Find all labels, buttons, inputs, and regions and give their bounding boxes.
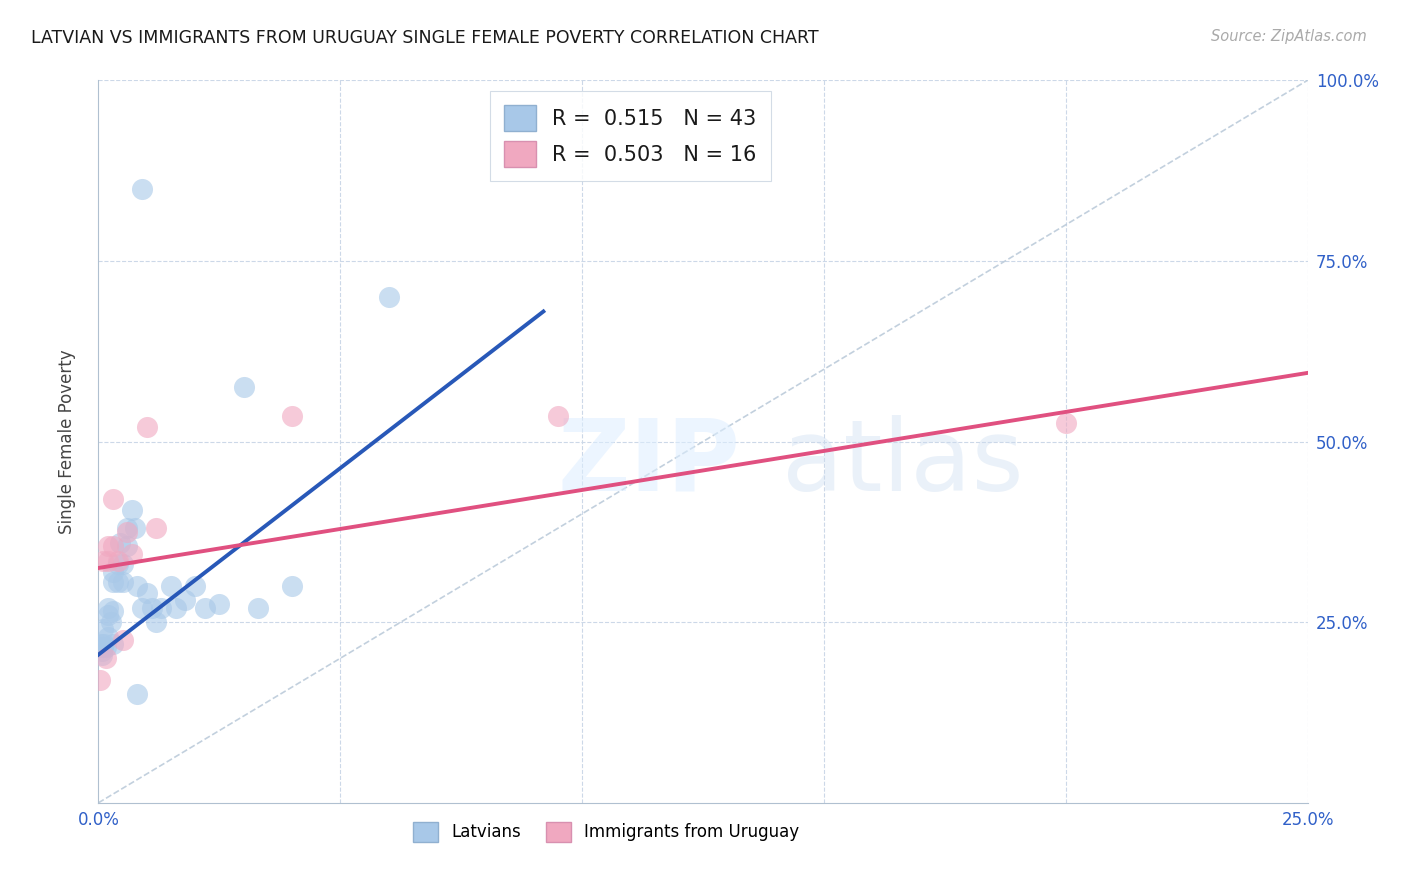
- Point: [97, 607, 120, 622]
- Point: [111, 633, 134, 648]
- Point: [232, 380, 254, 394]
- Point: [101, 565, 124, 579]
- Legend: Latvians, Immigrants from Uruguay: Latvians, Immigrants from Uruguay: [406, 815, 806, 848]
- Point: [145, 615, 167, 630]
- Point: [135, 420, 157, 434]
- Point: [101, 637, 124, 651]
- Point: [101, 604, 124, 618]
- Point: [107, 575, 129, 590]
- Point: [184, 579, 207, 593]
- Point: [281, 409, 304, 424]
- Point: [1054, 417, 1077, 431]
- Point: [107, 554, 129, 568]
- Point: [111, 558, 134, 572]
- Point: [174, 593, 197, 607]
- Point: [94, 651, 117, 665]
- Point: [101, 575, 124, 590]
- Point: [131, 182, 153, 196]
- Point: [97, 630, 120, 644]
- Point: [247, 600, 270, 615]
- Point: [101, 539, 124, 553]
- Text: Source: ZipAtlas.com: Source: ZipAtlas.com: [1211, 29, 1367, 44]
- Y-axis label: Single Female Poverty: Single Female Poverty: [58, 350, 76, 533]
- Point: [111, 575, 134, 590]
- Point: [160, 579, 183, 593]
- Point: [135, 586, 157, 600]
- Text: ZIP: ZIP: [558, 415, 741, 512]
- Point: [90, 644, 112, 658]
- Point: [100, 615, 122, 630]
- Point: [97, 600, 120, 615]
- Point: [127, 579, 149, 593]
- Point: [377, 290, 399, 304]
- Point: [208, 597, 231, 611]
- Point: [91, 623, 114, 637]
- Point: [141, 600, 163, 615]
- Point: [107, 558, 129, 572]
- Point: [91, 648, 114, 662]
- Point: [91, 640, 114, 655]
- Point: [90, 637, 112, 651]
- Point: [281, 579, 304, 593]
- Point: [91, 554, 114, 568]
- Point: [117, 524, 139, 539]
- Point: [108, 535, 131, 549]
- Point: [547, 409, 569, 424]
- Point: [97, 554, 120, 568]
- Point: [194, 600, 217, 615]
- Point: [127, 687, 149, 701]
- Point: [94, 640, 117, 655]
- Text: atlas: atlas: [782, 415, 1024, 512]
- Point: [150, 600, 173, 615]
- Point: [145, 521, 167, 535]
- Point: [97, 539, 120, 553]
- Point: [89, 673, 111, 687]
- Point: [121, 547, 143, 561]
- Point: [131, 600, 153, 615]
- Point: [101, 492, 124, 507]
- Point: [117, 539, 139, 553]
- Point: [165, 600, 187, 615]
- Point: [90, 640, 112, 655]
- Text: LATVIAN VS IMMIGRANTS FROM URUGUAY SINGLE FEMALE POVERTY CORRELATION CHART: LATVIAN VS IMMIGRANTS FROM URUGUAY SINGL…: [31, 29, 818, 46]
- Point: [93, 637, 115, 651]
- Point: [124, 521, 146, 535]
- Point: [117, 521, 139, 535]
- Point: [121, 503, 143, 517]
